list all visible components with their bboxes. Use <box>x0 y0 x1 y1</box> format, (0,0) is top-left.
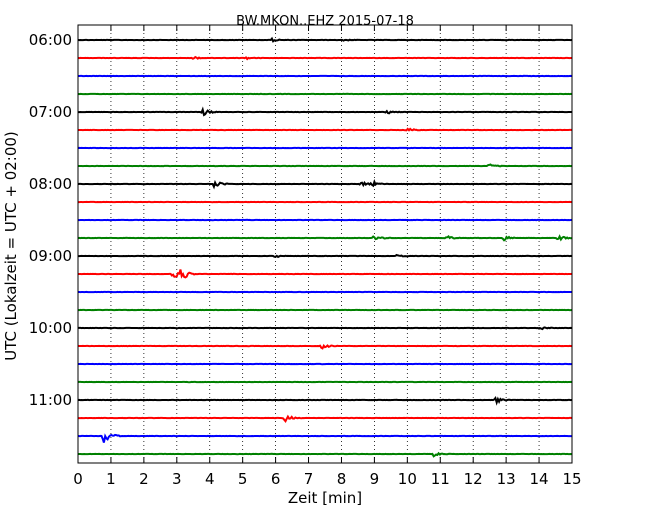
trace-0915 <box>78 270 572 278</box>
x-tick-label: 15 <box>562 470 581 488</box>
trace-0900 <box>78 255 572 257</box>
x-tick-label: 6 <box>271 470 281 488</box>
x-tick-label: 7 <box>304 470 314 488</box>
x-tick-label: 5 <box>238 470 248 488</box>
x-tick-label: 13 <box>497 470 516 488</box>
y-axis-label: UTC (Lokalzeit = UTC + 02:00) <box>2 131 20 361</box>
x-tick-label: 4 <box>205 470 215 488</box>
trace-0600 <box>78 39 572 42</box>
trace-layer <box>78 39 572 457</box>
x-tick-label: 9 <box>370 470 380 488</box>
trace-1115 <box>78 417 572 422</box>
y-tick-label: 08:00 <box>29 175 72 193</box>
y-tick-label: 06:00 <box>29 31 72 49</box>
y-tick-label: 11:00 <box>29 391 72 409</box>
trace-1000 <box>78 327 572 329</box>
x-tick-label: 14 <box>530 470 549 488</box>
trace-1015 <box>78 346 572 349</box>
trace-0615 <box>78 57 572 59</box>
x-tick-label: 10 <box>398 470 417 488</box>
x-tick-label: 0 <box>73 470 83 488</box>
y-tick-label: 07:00 <box>29 103 72 121</box>
grid-layer <box>111 25 539 463</box>
x-tick-label: 3 <box>172 470 182 488</box>
x-axis-label: Zeit [min] <box>288 489 362 507</box>
trace-0700 <box>78 110 572 115</box>
y-tick-labels: 06:00 07:00 08:00 09:00 10:00 11:00 <box>29 31 72 409</box>
x-tick-label: 2 <box>139 470 149 488</box>
trace-0845 <box>78 236 572 240</box>
trace-0745 <box>78 165 572 167</box>
trace-1100 <box>78 398 572 402</box>
trace-0800 <box>78 182 572 187</box>
x-tick-label: 12 <box>464 470 483 488</box>
chart-title: BW.MKON..EHZ 2015-07-18 <box>236 14 414 29</box>
x-tick-label: 1 <box>106 470 116 488</box>
trace-1130 <box>78 435 572 443</box>
x-tick-label: 8 <box>337 470 347 488</box>
trace-1145 <box>78 453 572 456</box>
x-tick-label: 11 <box>431 470 450 488</box>
trace-0715 <box>78 129 572 130</box>
y-tick-label: 10:00 <box>29 319 72 337</box>
y-tick-label: 09:00 <box>29 247 72 265</box>
